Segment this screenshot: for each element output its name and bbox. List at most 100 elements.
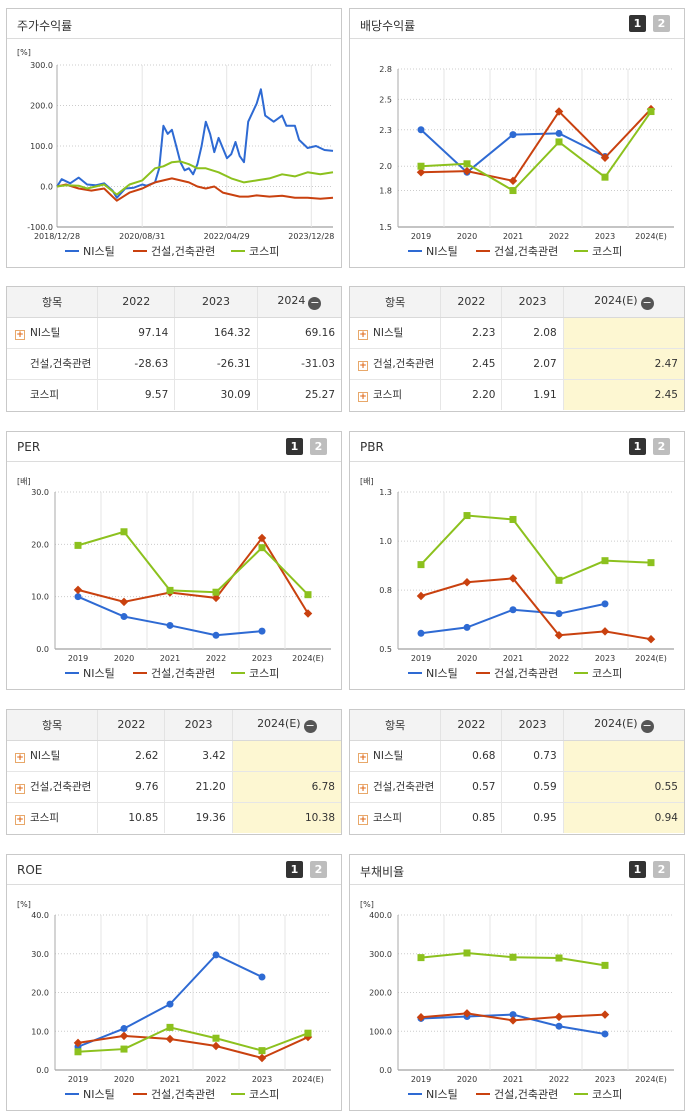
data-point-ni[interactable] [555,129,563,137]
data-point-kospi[interactable] [304,591,312,599]
data-point-construction[interactable] [462,166,472,176]
view-2-button[interactable]: 2 [653,438,670,455]
data-point-kospi[interactable] [647,559,655,567]
data-point-ni[interactable] [74,593,82,601]
data-point-ni[interactable] [601,600,609,608]
data-point-construction[interactable] [646,634,656,644]
data-point-kospi[interactable] [304,1029,312,1037]
legend-item-ni[interactable]: NI스틸 [408,245,458,258]
data-point-kospi[interactable] [417,954,425,962]
data-point-ni[interactable] [212,631,220,639]
view-1-button[interactable]: 1 [286,438,303,455]
data-point-construction[interactable] [303,609,313,618]
data-point-ni[interactable] [509,131,517,139]
data-point-ni[interactable] [120,613,128,621]
expand-icon[interactable]: + [358,392,368,403]
data-point-kospi[interactable] [417,561,425,569]
data-point-kospi[interactable] [601,961,609,969]
data-point-construction[interactable] [119,1031,129,1041]
data-point-construction[interactable] [462,578,472,587]
data-point-ni[interactable] [166,621,174,629]
data-point-construction[interactable] [211,1041,221,1051]
expand-icon[interactable]: + [15,784,25,794]
view-1-button[interactable]: 1 [286,861,303,878]
data-point-kospi[interactable] [601,557,609,565]
legend-item-construction[interactable]: 건설,건축관련 [476,1088,558,1101]
view-2-button[interactable]: 2 [310,438,327,455]
legend-item-kospi[interactable]: 코스피 [231,667,279,680]
data-point-kospi[interactable] [166,1023,174,1031]
data-point-kospi[interactable] [258,544,266,552]
legend-item-construction[interactable]: 건설,건축관련 [133,1088,215,1101]
collapse-icon[interactable]: − [308,295,322,310]
legend-item-ni[interactable]: NI스틸 [408,1088,458,1101]
collapse-icon[interactable]: − [640,295,654,310]
data-point-construction[interactable] [462,1009,472,1018]
legend-item-construction[interactable]: 건설,건축관련 [133,245,215,258]
data-point-ni[interactable] [509,606,517,614]
data-point-construction[interactable] [257,1053,267,1063]
view-2-button[interactable]: 2 [653,15,670,32]
legend-item-kospi[interactable]: 코스피 [231,245,279,258]
data-point-kospi[interactable] [120,1045,128,1053]
legend-item-ni[interactable]: NI스틸 [65,667,115,680]
legend-item-construction[interactable]: 건설,건축관련 [476,667,558,680]
legend-item-ni[interactable]: NI스틸 [408,667,458,680]
data-point-kospi[interactable] [463,512,471,520]
view-1-button[interactable]: 1 [629,438,646,455]
data-point-construction[interactable] [165,1034,175,1044]
legend-item-ni[interactable]: NI스틸 [65,1088,115,1101]
data-point-ni[interactable] [120,1025,128,1033]
collapse-icon[interactable]: − [640,718,654,733]
legend-item-kospi[interactable]: 코스피 [574,667,622,680]
data-point-ni[interactable] [555,610,563,618]
expand-icon[interactable]: + [15,330,25,340]
data-point-kospi[interactable] [509,187,517,195]
data-point-construction[interactable] [554,1012,564,1022]
data-point-ni[interactable] [417,629,425,637]
data-point-kospi[interactable] [120,528,128,536]
data-point-kospi[interactable] [647,108,655,116]
data-point-kospi[interactable] [417,162,425,170]
expand-icon[interactable]: + [358,753,368,763]
legend-item-kospi[interactable]: 코스피 [574,245,622,258]
data-point-construction[interactable] [416,168,426,177]
data-point-kospi[interactable] [555,576,563,584]
data-point-construction[interactable] [600,1010,610,1019]
legend-item-construction[interactable]: 건설,건축관련 [476,245,558,258]
view-1-button[interactable]: 1 [629,861,646,878]
data-point-construction[interactable] [416,591,426,601]
expand-icon[interactable]: + [358,784,368,794]
view-2-button[interactable]: 2 [310,861,327,878]
data-point-kospi[interactable] [166,586,174,594]
data-point-kospi[interactable] [74,541,82,549]
data-point-ni[interactable] [555,1022,563,1030]
collapse-icon[interactable]: − [303,718,317,733]
expand-icon[interactable]: + [15,753,25,763]
data-point-ni[interactable] [417,126,425,134]
data-point-construction[interactable] [508,1016,518,1025]
legend-item-kospi[interactable]: 코스피 [574,1088,622,1101]
data-point-construction[interactable] [73,585,83,595]
data-point-kospi[interactable] [212,588,220,596]
expand-icon[interactable]: + [358,330,368,340]
data-point-kospi[interactable] [258,1047,266,1055]
expand-icon[interactable]: + [15,815,25,826]
data-point-kospi[interactable] [463,160,471,168]
data-point-kospi[interactable] [74,1048,82,1056]
view-2-button[interactable]: 2 [653,861,670,878]
data-point-construction[interactable] [600,627,610,636]
data-point-kospi[interactable] [555,138,563,146]
data-point-kospi[interactable] [509,515,517,523]
data-point-ni[interactable] [258,973,266,981]
expand-icon[interactable]: + [358,815,368,826]
data-point-kospi[interactable] [509,953,517,961]
view-1-button[interactable]: 1 [629,15,646,32]
data-point-ni[interactable] [166,1000,174,1008]
data-point-ni[interactable] [509,1011,517,1019]
data-point-kospi[interactable] [463,949,471,957]
data-point-ni[interactable] [258,627,266,635]
data-point-kospi[interactable] [212,1034,220,1042]
legend-item-ni[interactable]: NI스틸 [65,245,115,258]
data-point-kospi[interactable] [555,954,563,962]
